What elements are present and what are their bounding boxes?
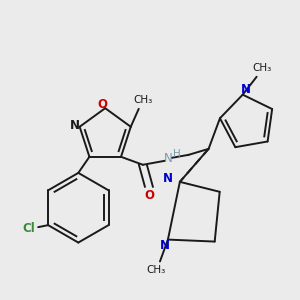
Text: H: H (173, 149, 181, 159)
Text: O: O (144, 189, 154, 202)
Text: N: N (163, 172, 173, 185)
Text: N: N (164, 152, 172, 165)
Text: N: N (241, 83, 251, 96)
Text: CH₃: CH₃ (146, 266, 166, 275)
Text: Cl: Cl (22, 222, 34, 235)
Text: N: N (160, 239, 170, 252)
Text: N: N (70, 119, 80, 132)
Text: O: O (97, 98, 107, 111)
Text: CH₃: CH₃ (252, 63, 271, 73)
Text: CH₃: CH₃ (133, 95, 152, 105)
